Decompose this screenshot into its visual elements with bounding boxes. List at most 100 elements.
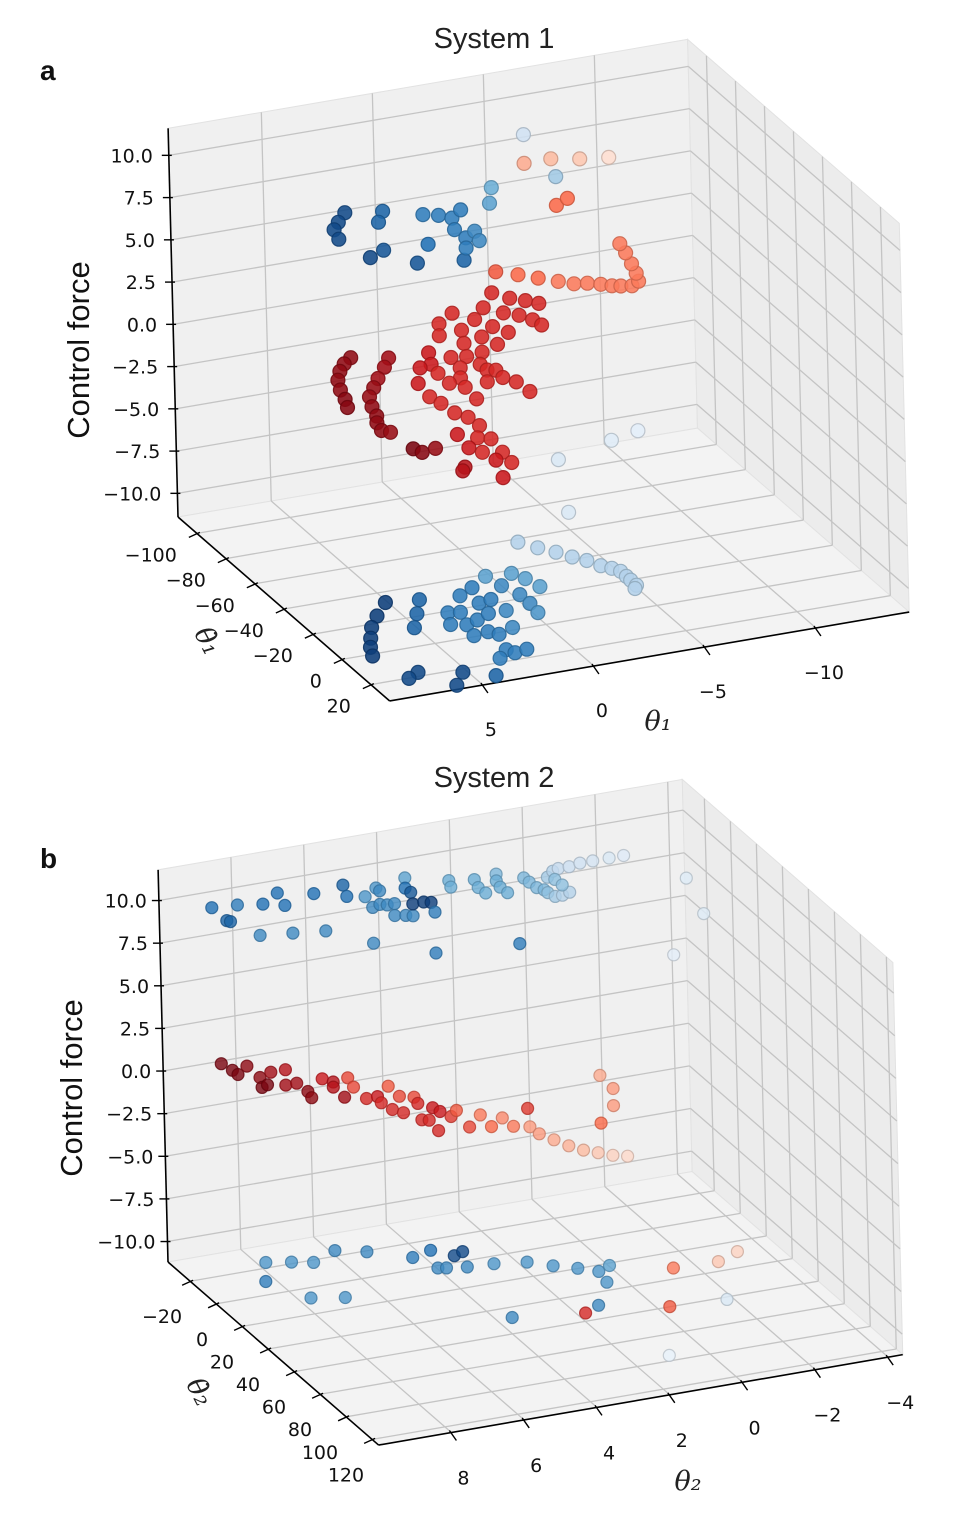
z-tick-label: 2.5 [126,272,156,294]
data-point [548,169,564,185]
y-tick-label: −80 [166,570,206,592]
data-point [560,504,577,520]
data-point [515,127,532,143]
data-point [460,1260,474,1274]
data-point [467,311,483,328]
data-point [550,273,566,289]
reds-series [330,149,647,486]
data-point [460,409,476,425]
data-point [461,440,477,456]
y-tick-mark [275,607,288,614]
data-point [340,889,354,904]
data-point [459,348,475,365]
data-point [506,1119,521,1133]
y-tick-mark [362,682,375,690]
data-point [663,1299,677,1314]
data-point [415,207,431,223]
data-point [612,236,628,252]
y-tick-label: −20 [142,1306,182,1328]
data-point [547,1133,561,1147]
data-point [456,1244,470,1259]
data-point [711,1254,726,1269]
data-point [517,570,533,587]
data-point [517,293,534,309]
data-point [307,1255,321,1270]
z-tick-label: 10.0 [105,891,147,913]
data-point [488,452,504,468]
y-tick-mark [259,1347,272,1354]
gridline-z-back [170,150,691,241]
x-tick-mark [885,1354,894,1366]
panel-b-x-axis-label: θ₂ [674,1466,701,1497]
data-point [508,374,524,390]
data-point [457,379,473,395]
data-point [531,295,547,311]
data-point [404,885,418,899]
data-point [338,1290,352,1305]
gridline-x-floor [604,1186,816,1371]
data-point [530,270,546,286]
data-point [546,1259,560,1273]
data-point [305,1091,319,1105]
data-point [510,534,526,550]
data-point [559,190,576,206]
data-point [498,602,514,619]
data-point [432,1123,446,1138]
x-tick-label: −10 [804,662,844,684]
x-tick-label: 2 [676,1430,688,1452]
x-tick-mark [740,1379,749,1391]
panel-a-z-axis-label: Control force [61,261,96,438]
z-tick-label: −2.5 [112,357,158,379]
y-tick-label: −40 [224,620,264,642]
data-point [373,884,387,898]
gridline-y-side [821,156,833,546]
data-point [477,568,494,584]
data-point [485,319,501,335]
panel-a-x-axis-label: θ₁ [644,706,671,737]
data-point [578,1306,593,1320]
x-tick-mark [813,625,822,637]
gridline-z-back [160,894,686,987]
data-point [278,898,292,913]
x-tick-label: 0 [596,700,608,722]
data-point [627,580,643,597]
gridline-x-back [260,112,272,502]
data-point [573,856,587,870]
y-tick-label: 0 [310,670,322,692]
gridline-y-floor [341,569,862,661]
data-point [730,1244,745,1259]
data-point [720,1292,734,1307]
data-point [331,231,347,247]
gridline-y-floor [319,1303,845,1395]
gridline-z-side [685,937,898,1122]
gridline-y-side [763,106,775,495]
gridline-z-back [171,192,692,283]
data-point [376,242,392,258]
data-point [487,1257,501,1271]
data-point [481,195,498,211]
data-point [414,444,430,460]
gridline-x-back [482,74,494,464]
z-tick-label: −10.0 [97,1232,155,1254]
data-point [469,391,485,407]
y-tick-mark [337,1415,350,1422]
data-point [479,886,493,900]
data-point [492,650,508,666]
data-point [326,1080,340,1094]
data-point [513,936,527,951]
z-tick-label: −7.5 [114,441,160,463]
data-point [473,1108,487,1122]
z-tick-label: 0.0 [121,1061,151,1083]
z-tick-label: −5.0 [107,1146,153,1168]
data-point [550,452,567,468]
panel-b-title: System 2 [434,762,555,794]
data-point [278,1063,292,1077]
data-point [562,1139,576,1153]
data-point [600,1275,614,1289]
z-tick-label: 10.0 [110,145,152,167]
data-point [522,383,538,400]
z-tick-label: −10.0 [103,483,161,505]
y-tick-mark [333,657,346,665]
x-tick-label: −5 [699,681,727,703]
data-point [586,854,600,868]
